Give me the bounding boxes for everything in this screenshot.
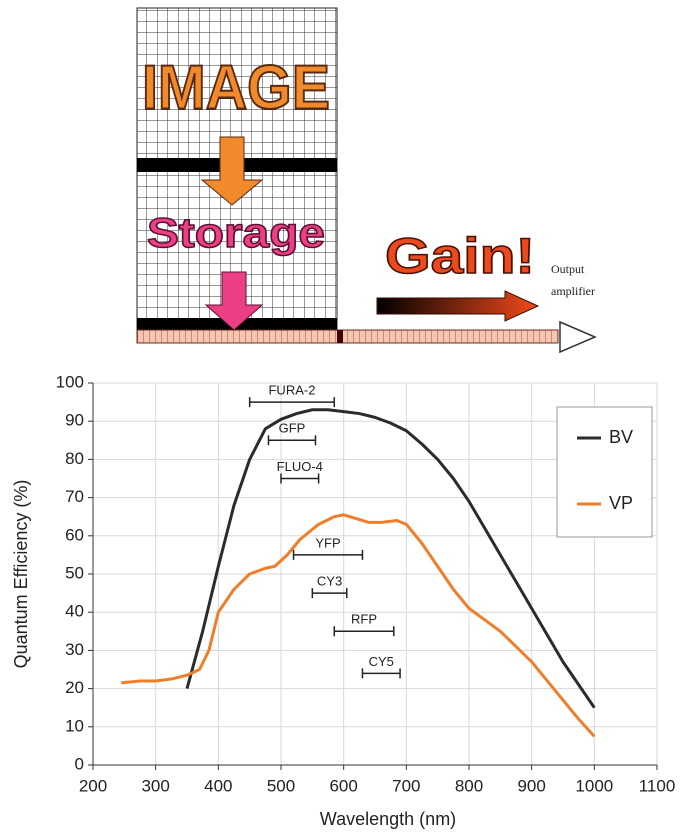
x-tick-label: 300 xyxy=(141,776,169,795)
y-tick-label: 80 xyxy=(65,449,84,468)
x-tick-label: 800 xyxy=(455,776,483,795)
y-tick-label: 60 xyxy=(65,525,84,544)
range-label: RFP xyxy=(351,612,377,627)
y-tick-label: 50 xyxy=(65,563,84,582)
ccd-diagram: IMAGE Storage Gain! Output amplifier xyxy=(137,8,595,352)
y-tick-label: 90 xyxy=(65,411,84,430)
x-axis-title: Wavelength (nm) xyxy=(320,809,456,829)
y-tick-label: 20 xyxy=(65,678,84,697)
gain-label: Gain! xyxy=(385,228,535,284)
range-label: YFP xyxy=(315,535,340,550)
register-joint xyxy=(337,330,343,343)
range-label: CY3 xyxy=(317,574,342,589)
y-axis-title: Quantum Efficiency (%) xyxy=(11,480,31,669)
y-tick-label: 30 xyxy=(65,640,84,659)
serial-register xyxy=(137,330,558,343)
y-tick-label: 10 xyxy=(65,716,84,735)
storage-label: Storage xyxy=(147,209,325,256)
range-label: GFP xyxy=(279,421,306,436)
gain-arrow xyxy=(377,291,538,321)
y-tick-label: 0 xyxy=(75,754,84,773)
range-label: FURA-2 xyxy=(268,383,315,398)
output-amplifier xyxy=(560,322,595,352)
x-tick-label: 500 xyxy=(267,776,295,795)
y-tick-label: 40 xyxy=(65,602,84,621)
range-label: CY5 xyxy=(369,654,394,669)
x-tick-label: 600 xyxy=(329,776,357,795)
x-tick-label: 700 xyxy=(392,776,420,795)
y-tick-label: 100 xyxy=(56,372,84,391)
figure: IMAGE Storage Gain! Output amplifier Wav… xyxy=(0,0,689,833)
legend-box xyxy=(557,407,652,537)
image-label: IMAGE xyxy=(142,53,330,122)
x-tick-label: 900 xyxy=(517,776,545,795)
range-label: FLUO-4 xyxy=(277,459,323,474)
y-tick-label: 70 xyxy=(65,487,84,506)
x-tick-label: 400 xyxy=(204,776,232,795)
output-label: amplifier xyxy=(551,284,595,298)
legend-label: VP xyxy=(609,493,633,513)
legend-label: BV xyxy=(609,427,633,447)
x-tick-label: 1000 xyxy=(575,776,613,795)
x-tick-label: 1100 xyxy=(639,776,676,795)
output-label: Output xyxy=(551,262,585,276)
x-tick-label: 200 xyxy=(79,776,107,795)
